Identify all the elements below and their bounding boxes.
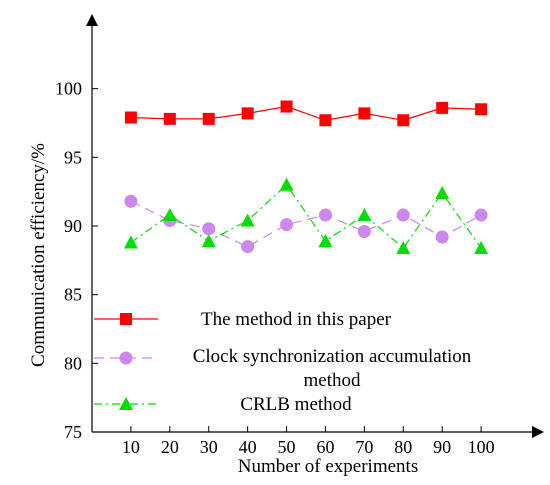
- data-point: [357, 208, 372, 222]
- data-point: [319, 114, 332, 127]
- series-2: [124, 194, 488, 254]
- data-point: [162, 208, 177, 222]
- data-point: [435, 230, 449, 244]
- legend-swatch-marker: [119, 351, 133, 365]
- data-point: [124, 194, 138, 208]
- x-tick-label: 100: [468, 437, 495, 457]
- x-tick-label: 10: [122, 437, 140, 457]
- legend-swatch-marker: [120, 313, 132, 325]
- y-axis-title: Communication efficiency/%: [28, 143, 49, 367]
- x-tick-label: 70: [355, 437, 373, 457]
- x-tick-label: 50: [278, 437, 296, 457]
- x-axis-title: Number of experiments: [238, 456, 418, 477]
- x-tick-label: 30: [200, 437, 218, 457]
- data-point: [435, 186, 450, 200]
- legend-swatch-marker: [119, 397, 133, 410]
- legend-item: Clock synchronization accumulation method: [94, 346, 472, 391]
- data-point: [436, 101, 449, 114]
- data-point: [474, 240, 489, 254]
- data-point: [240, 213, 255, 227]
- data-point: [241, 107, 254, 120]
- data-point: [279, 177, 294, 191]
- data-point: [280, 218, 294, 232]
- y-tick-label: 85: [64, 285, 82, 305]
- data-point: [202, 222, 216, 236]
- x-tick-label: 90: [433, 437, 451, 457]
- y-tick-label: 80: [64, 353, 82, 373]
- series-layer: [123, 100, 489, 254]
- data-point: [396, 208, 410, 222]
- legend-label: Clock synchronization accumulation method: [193, 346, 472, 391]
- data-point: [318, 208, 332, 222]
- data-point: [241, 240, 255, 254]
- series-line: [130, 105, 482, 121]
- y-tick-label: 75: [64, 422, 82, 442]
- data-point: [123, 235, 138, 249]
- legend-item: The method in this paper: [94, 309, 392, 330]
- x-tick-label: 20: [161, 437, 179, 457]
- x-tick-label: 80: [394, 437, 412, 457]
- data-point: [163, 112, 176, 125]
- data-point: [396, 240, 411, 254]
- data-point: [202, 112, 215, 125]
- legend: The method in this paper Clock synchroniz…: [94, 309, 472, 415]
- legend-label: The method in this paper: [201, 309, 392, 330]
- axes: 75 80 85 90 95 100 10 20 30 40 50 60 70 80 90 100: [55, 14, 544, 457]
- x-tick-label: 60: [316, 437, 334, 457]
- series-line: [130, 183, 482, 249]
- data-point: [201, 234, 216, 248]
- x-tick-label: 40: [239, 437, 257, 457]
- legend-label: CRLB method: [240, 394, 352, 415]
- y-tick-label: 100: [55, 79, 82, 99]
- data-point: [280, 100, 293, 113]
- data-point: [474, 208, 488, 222]
- data-point: [124, 111, 137, 124]
- series-3: [123, 177, 489, 254]
- series-1: [124, 100, 488, 127]
- y-tick-label: 90: [64, 216, 82, 236]
- legend-item: CRLB method: [94, 394, 352, 415]
- data-point: [397, 114, 410, 127]
- data-point: [318, 234, 333, 248]
- data-point: [475, 103, 488, 116]
- data-point: [358, 107, 371, 120]
- series-line: [130, 200, 482, 248]
- y-tick-label: 95: [64, 147, 82, 167]
- data-point: [357, 224, 371, 238]
